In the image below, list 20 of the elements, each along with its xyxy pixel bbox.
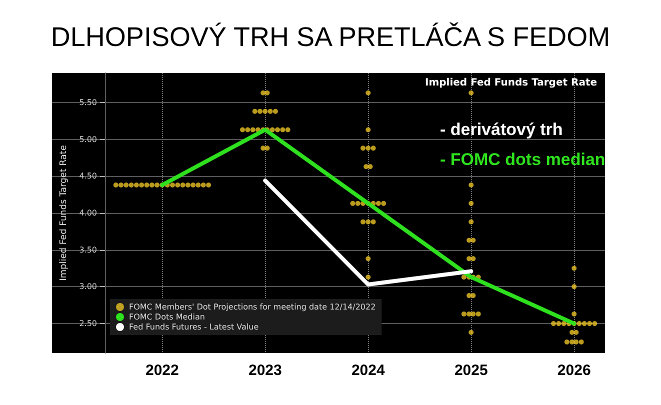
y-tick-label: 5.50 bbox=[79, 98, 97, 107]
annotation: - FOMC dots median bbox=[440, 150, 606, 169]
x-tick-label: 2022 bbox=[146, 362, 179, 379]
y-tick-label: 3.00 bbox=[79, 282, 97, 292]
legend-label: FOMC Members' Dot Projections for meeting date 12/14/2022 bbox=[129, 302, 376, 312]
y-tick-label: 5.00 bbox=[79, 134, 97, 144]
y-tick-label: 4.50 bbox=[79, 172, 97, 181]
y-tick-label: 3.50 bbox=[79, 245, 97, 254]
chart-title: DLHOPISOVÝ TRH SA PRETLÁČA S FEDOM bbox=[50, 22, 612, 53]
y-tick-label: 2.50 bbox=[79, 319, 97, 328]
x-tick-label: 2023 bbox=[248, 362, 282, 379]
chart-subtitle: Implied Fed Funds Target Rate bbox=[424, 78, 598, 88]
legend-label: FOMC Dots Median bbox=[129, 312, 205, 322]
x-tick-label: 2024 bbox=[351, 362, 386, 379]
x-tick-label: 2025 bbox=[454, 362, 488, 379]
y-tick-label: 4.00 bbox=[79, 208, 97, 218]
x-tick-label: 2026 bbox=[557, 362, 591, 379]
annotation: - derivátový trh bbox=[440, 120, 563, 139]
legend-label: Fed Funds Futures - Latest Value bbox=[129, 322, 259, 332]
y-axis-title: Implied Fed Funds Target Rate bbox=[58, 144, 69, 281]
